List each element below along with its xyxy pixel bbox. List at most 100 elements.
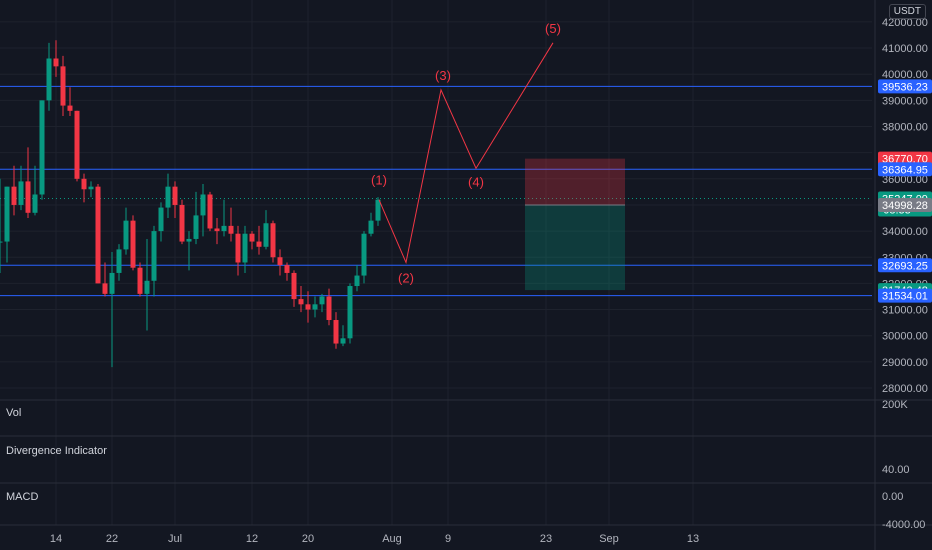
candle[interactable] — [200, 184, 206, 237]
candle-body — [165, 186, 171, 208]
time-tick-label: Aug — [382, 533, 402, 545]
candle[interactable] — [214, 218, 220, 245]
candle[interactable] — [46, 42, 52, 111]
candle-body — [46, 58, 52, 101]
candle[interactable] — [25, 147, 31, 219]
wave-label[interactable]: (1) — [371, 172, 387, 187]
candle[interactable] — [60, 55, 66, 117]
currency-label[interactable]: USDT — [888, 4, 926, 19]
candles[interactable] — [0, 40, 381, 368]
candle[interactable] — [81, 173, 87, 203]
candle[interactable] — [186, 231, 192, 271]
candle-body — [186, 238, 192, 242]
candle[interactable] — [165, 173, 171, 219]
candle[interactable] — [319, 293, 325, 313]
wave-label[interactable]: (3) — [435, 68, 451, 83]
position-tool[interactable] — [525, 158, 625, 291]
candle[interactable] — [137, 262, 143, 297]
candle-body — [88, 186, 94, 190]
candle-body — [277, 257, 283, 266]
wave-label[interactable]: (4) — [468, 174, 484, 189]
candle[interactable] — [375, 197, 381, 226]
time-axis[interactable]: 14 22 Jul 12 20 Aug 9 23 Sep 13 — [50, 533, 699, 545]
macd-pane-label[interactable]: MACD — [6, 491, 39, 503]
candle[interactable] — [95, 184, 101, 284]
candle[interactable] — [32, 165, 38, 216]
candle-body — [144, 280, 150, 294]
candle[interactable] — [361, 231, 367, 284]
candle[interactable] — [11, 165, 17, 216]
candle-body — [137, 267, 143, 294]
candle[interactable] — [256, 225, 262, 255]
candle[interactable] — [347, 283, 353, 344]
candle[interactable] — [123, 207, 129, 255]
price-axis[interactable]: 42000.00 41000.00 40000.00 39000.00 38000.00… — [878, 17, 932, 531]
candle-body — [158, 207, 164, 232]
candle[interactable] — [368, 212, 374, 237]
candle-body — [242, 233, 248, 263]
candle[interactable] — [144, 238, 150, 331]
candle[interactable] — [270, 220, 276, 263]
candle[interactable] — [74, 110, 80, 182]
candle[interactable] — [228, 207, 234, 242]
candle[interactable] — [88, 181, 94, 198]
elliott-wave-drawing[interactable]: (1) (2) (3) (4) (5) — [371, 21, 561, 286]
candle[interactable] — [109, 252, 115, 368]
candle[interactable] — [207, 191, 213, 232]
candle-body — [74, 110, 80, 179]
candle-body — [249, 233, 255, 242]
entry-price-badge[interactable]: 34998.28 — [878, 197, 932, 212]
wave-label[interactable]: (5) — [545, 21, 561, 36]
level-price-badge[interactable]: 36364.95 — [878, 162, 932, 177]
candle-body — [130, 220, 136, 268]
horizontal-levels[interactable] — [0, 85, 872, 297]
candle-body — [109, 272, 115, 294]
candle-body — [102, 283, 108, 294]
candle[interactable] — [18, 165, 24, 211]
candle[interactable] — [340, 325, 346, 347]
candle[interactable] — [284, 262, 290, 281]
candle[interactable] — [242, 225, 248, 273]
candle[interactable] — [354, 265, 360, 292]
candle[interactable] — [235, 225, 241, 276]
candle[interactable] — [130, 215, 136, 271]
candle[interactable] — [4, 186, 10, 263]
candle[interactable] — [0, 178, 3, 273]
candle[interactable] — [249, 231, 255, 250]
candle-body — [123, 220, 129, 250]
candle[interactable] — [263, 210, 269, 250]
candle[interactable] — [221, 199, 227, 237]
candle[interactable] — [305, 291, 311, 323]
divergence-pane-label[interactable]: Divergence Indicator — [6, 445, 107, 457]
candle[interactable] — [298, 286, 304, 313]
candle-body — [347, 286, 353, 339]
volume-pane-label[interactable]: Vol — [6, 407, 22, 419]
candle[interactable] — [158, 202, 164, 242]
level-price-badge[interactable]: 32693.25 — [878, 258, 932, 273]
level-price-badge[interactable]: 31534.01 — [878, 288, 932, 303]
candle[interactable] — [151, 225, 157, 297]
candle[interactable] — [179, 199, 185, 245]
candle[interactable] — [116, 244, 122, 281]
wave-label[interactable]: (2) — [398, 270, 414, 285]
candle[interactable] — [333, 312, 339, 349]
price-tick-label: 31000.00 — [882, 305, 928, 317]
candle[interactable] — [53, 40, 59, 77]
candle[interactable] — [67, 87, 73, 117]
candle[interactable] — [172, 181, 178, 219]
candle[interactable] — [326, 288, 332, 326]
candle-body — [11, 186, 17, 205]
wave-path[interactable] — [378, 42, 554, 265]
candle[interactable] — [102, 262, 108, 297]
take-profit-zone[interactable] — [525, 204, 625, 291]
level-price-badge-text: 32693.25 — [882, 260, 928, 272]
candle[interactable] — [39, 100, 45, 200]
candle[interactable] — [277, 249, 283, 276]
stop-loss-zone[interactable] — [525, 158, 625, 205]
candle[interactable] — [291, 270, 297, 307]
level-price-badge[interactable]: 39536.23 — [878, 79, 932, 94]
candle[interactable] — [193, 191, 199, 245]
candle[interactable] — [312, 296, 318, 318]
